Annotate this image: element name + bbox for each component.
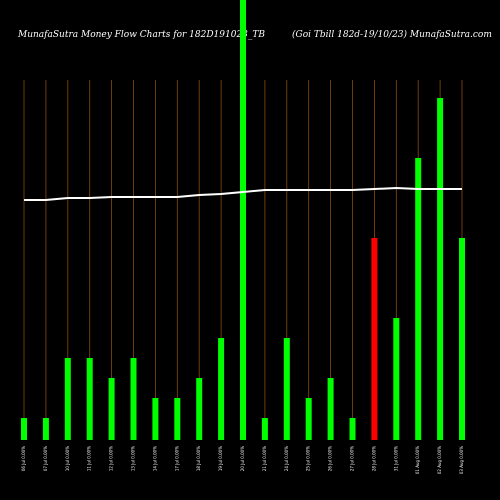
x-tick-label: 12 Jul 0.00% <box>109 446 114 471</box>
x-tick-label: 10 Jul 0.00% <box>65 446 70 471</box>
bar <box>437 98 444 440</box>
bar <box>240 0 246 440</box>
chart-title: MunafaSutra Money Flow Charts for 182D19… <box>17 30 265 40</box>
x-tick-label: 13 Jul 0.00% <box>131 446 136 471</box>
bar <box>283 338 290 440</box>
x-tick-label: 26 Jul 0.00% <box>328 446 333 471</box>
bar <box>108 378 115 440</box>
x-tick-label: 06 Jul 0.00% <box>21 446 26 471</box>
x-tick-label: 17 Jul 0.00% <box>174 446 179 471</box>
chart-subtitle: (Goi Tbill 182d-19/10/23) MunafaSutra.co… <box>292 29 492 40</box>
bar <box>196 378 203 440</box>
price-line <box>24 186 462 201</box>
bar <box>86 358 93 440</box>
bar <box>349 418 356 440</box>
x-tick-label: 11 Jul 0.00% <box>87 446 92 471</box>
bar <box>327 378 334 440</box>
x-tick-label: 07 Jul 0.00% <box>43 446 48 471</box>
bar <box>174 398 181 440</box>
x-tick-label: 24 Jul 0.00% <box>284 446 289 471</box>
bar <box>459 238 465 440</box>
x-tick-label: 18 Jul 0.00% <box>196 446 201 471</box>
x-tick-label: 27 Jul 0.00% <box>350 446 355 471</box>
bar <box>42 418 49 440</box>
bar <box>305 398 312 440</box>
bar <box>218 338 225 440</box>
bar <box>371 238 378 440</box>
x-tick-label: 28 Jul 0.00% <box>371 446 376 471</box>
bar <box>152 398 159 440</box>
x-tick-label: 20 Jul 0.00% <box>240 446 245 471</box>
x-tick-label: 19 Jul 0.00% <box>218 446 223 471</box>
x-tick-label: 14 Jul 0.00% <box>152 446 157 471</box>
x-tick-label: 01 Aug 0.00% <box>415 446 420 474</box>
bar <box>21 418 27 440</box>
bar <box>415 158 422 440</box>
bar <box>64 358 71 440</box>
x-tick-label: 03 Aug 0.00% <box>459 446 464 474</box>
bar <box>130 358 137 440</box>
x-tick-label: 31 Jul 0.00% <box>393 446 398 471</box>
bar <box>393 318 400 440</box>
x-tick-label: 02 Aug 0.00% <box>437 446 442 474</box>
x-tick-label: 21 Jul 0.00% <box>262 446 267 471</box>
x-tick-label: 25 Jul 0.00% <box>306 446 311 471</box>
bar <box>261 418 268 440</box>
